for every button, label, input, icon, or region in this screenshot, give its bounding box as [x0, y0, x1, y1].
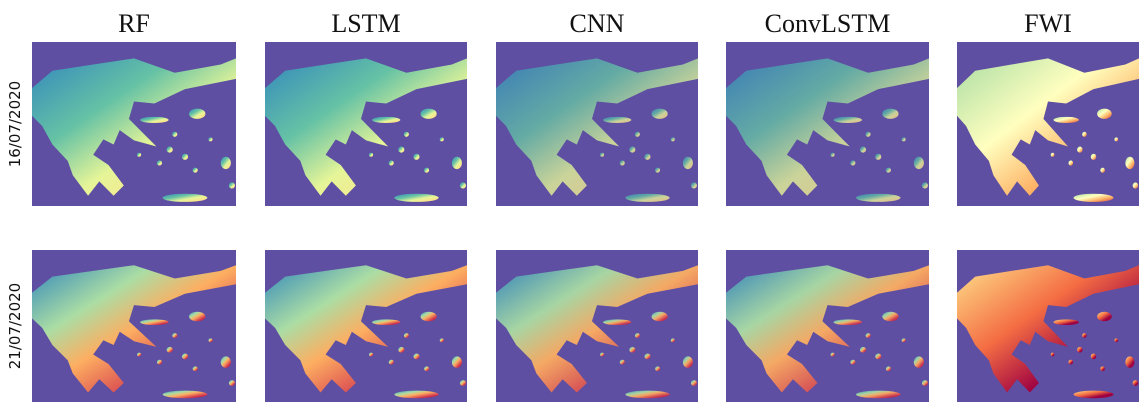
column-title: LSTM	[331, 9, 400, 38]
column-title: ConvLSTM	[765, 9, 891, 38]
map-panel	[957, 250, 1139, 402]
column-title: FWI	[1024, 9, 1072, 38]
column-title: CNN	[570, 9, 625, 38]
figure: RF LSTM CNN ConvLSTM FWI 16/07/2020 21/07/2020	[0, 0, 1143, 405]
map-panel	[726, 42, 929, 206]
column-title: RF	[118, 9, 150, 38]
map-panel	[496, 250, 698, 402]
map-panel	[957, 42, 1139, 206]
map-panel	[265, 42, 467, 206]
row-label: 21/07/2020	[6, 283, 24, 369]
map-panel	[265, 250, 467, 402]
map-panel	[496, 42, 698, 206]
map-panel	[32, 250, 236, 402]
map-panel	[726, 250, 929, 402]
row-label: 16/07/2020	[6, 81, 24, 167]
map-panel	[32, 42, 236, 206]
